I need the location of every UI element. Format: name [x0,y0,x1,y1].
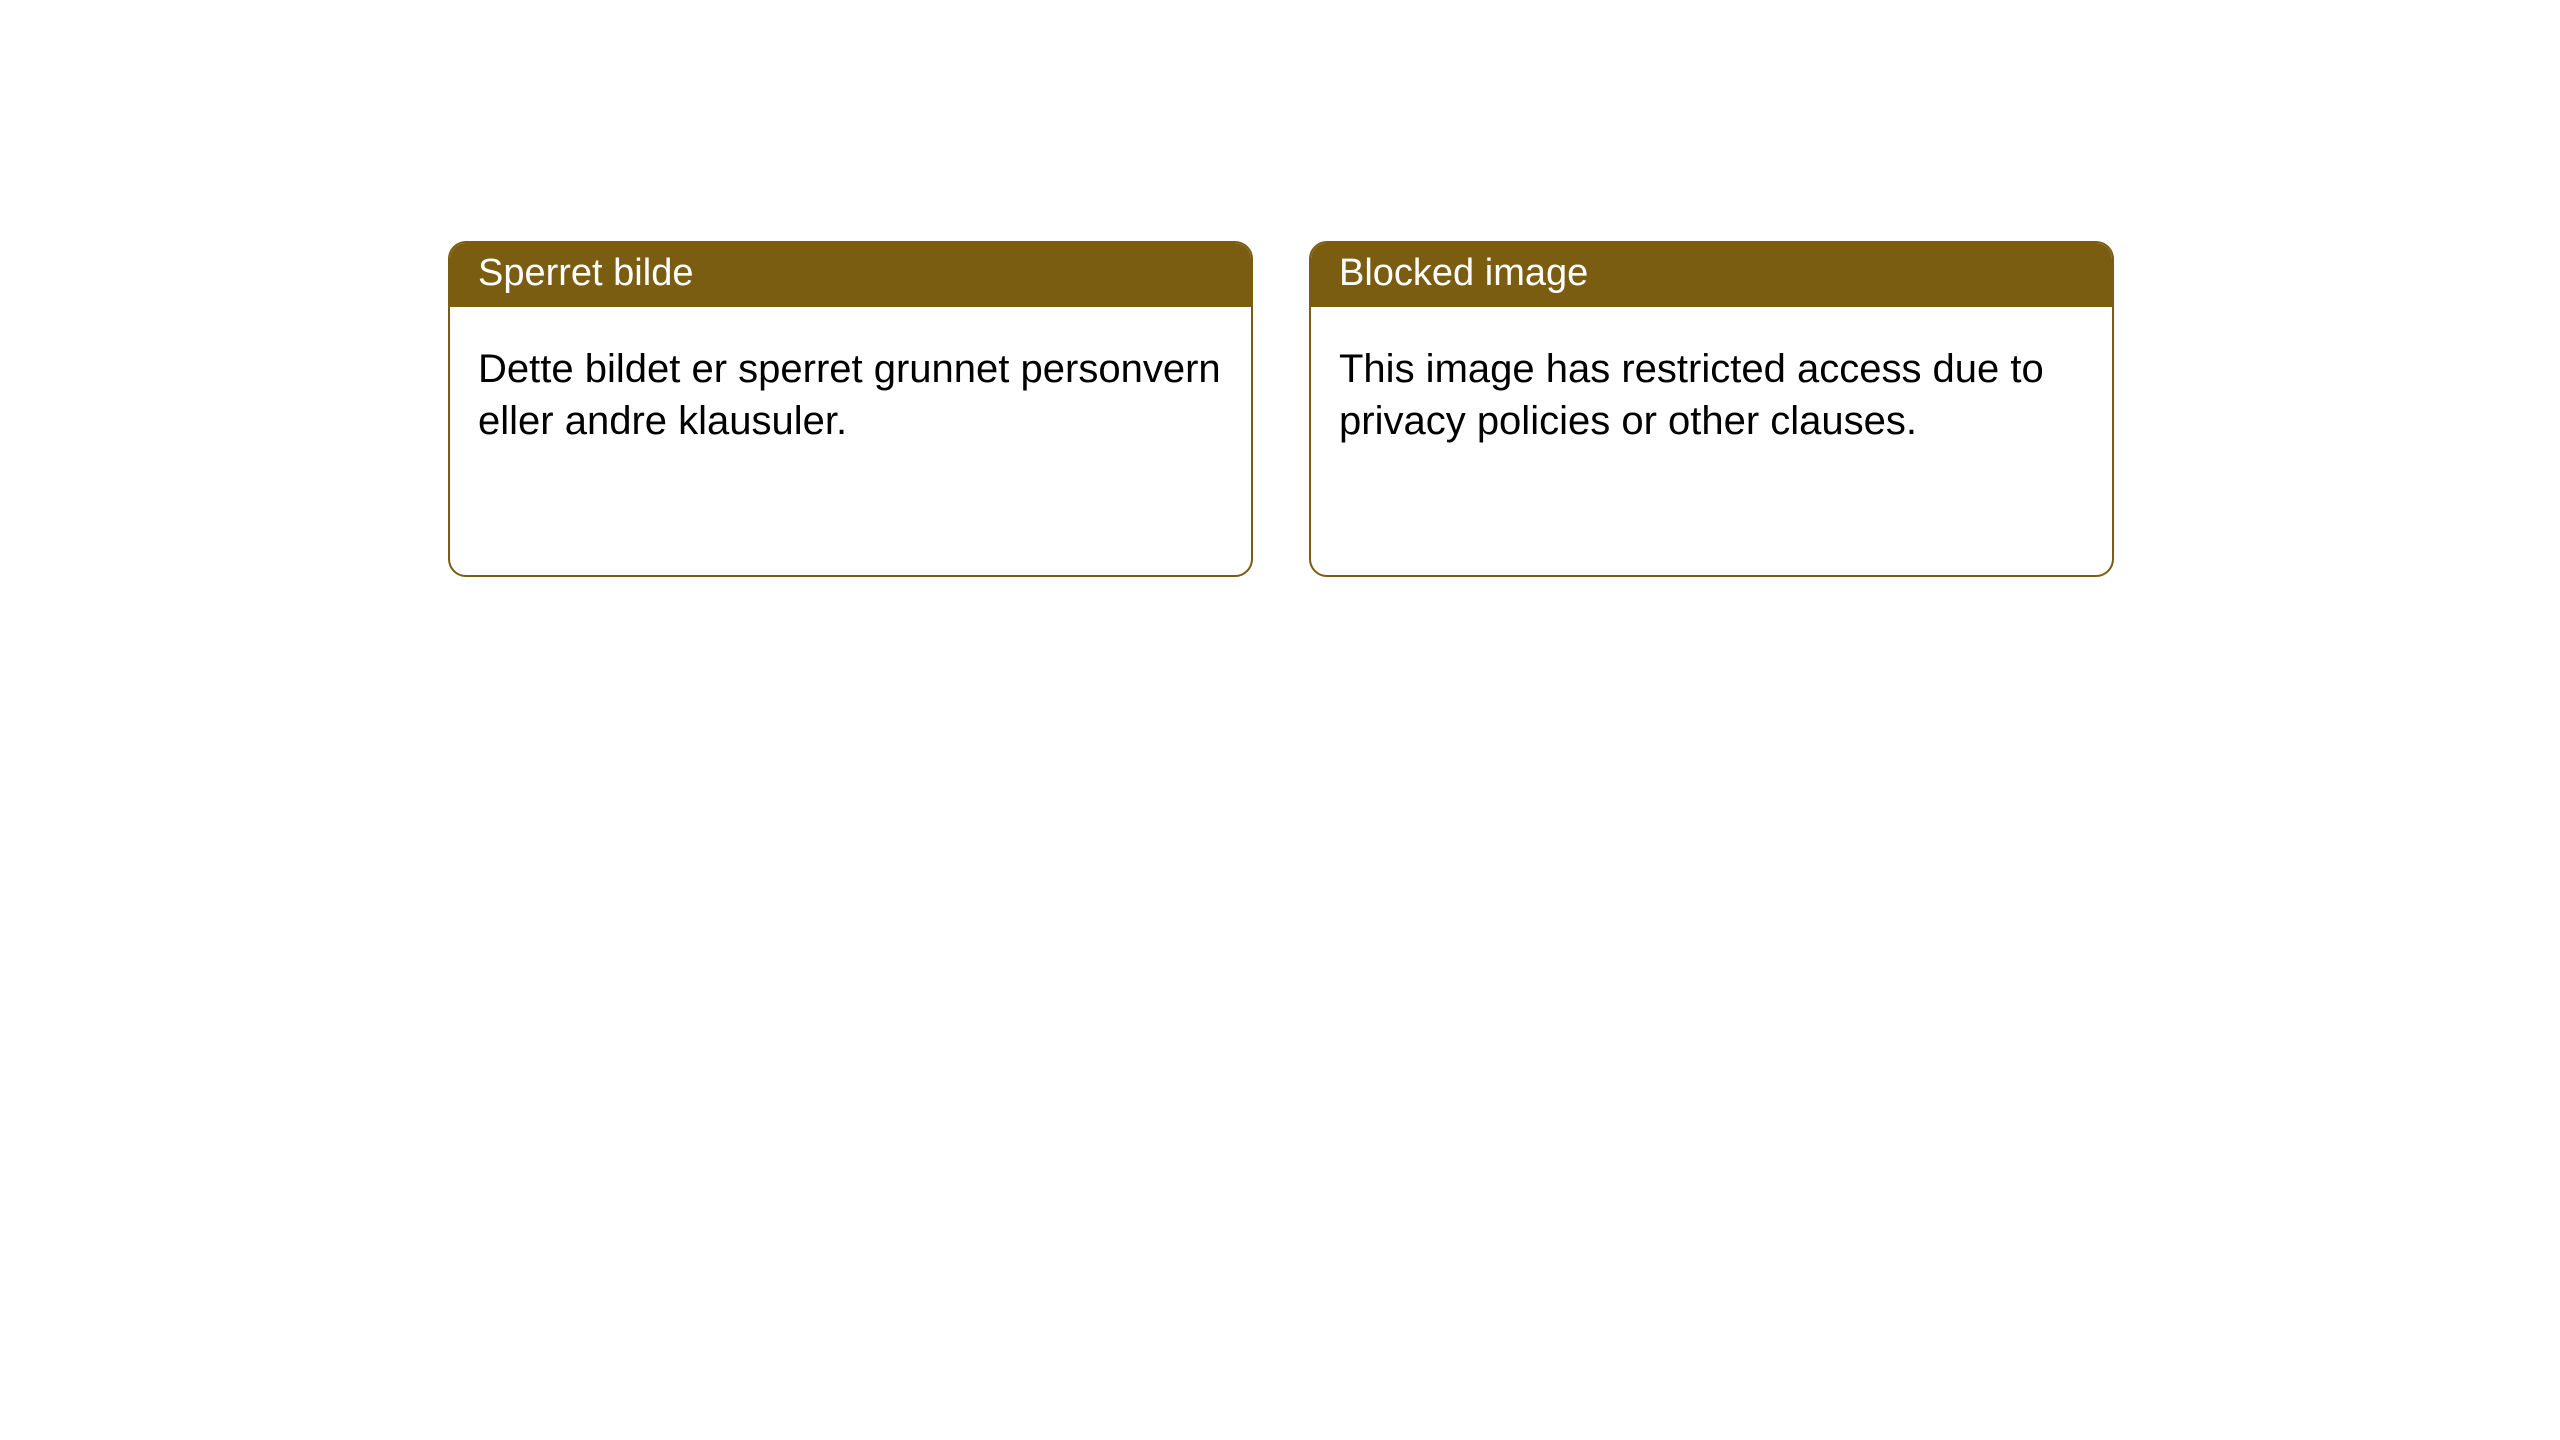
card-body-no: Dette bildet er sperret grunnet personve… [450,307,1251,473]
card-title-en: Blocked image [1311,243,2112,307]
notice-container: Sperret bilde Dette bildet er sperret gr… [0,0,2560,577]
card-title-no: Sperret bilde [450,243,1251,307]
blocked-image-card-no: Sperret bilde Dette bildet er sperret gr… [448,241,1253,577]
card-body-en: This image has restricted access due to … [1311,307,2112,473]
blocked-image-card-en: Blocked image This image has restricted … [1309,241,2114,577]
